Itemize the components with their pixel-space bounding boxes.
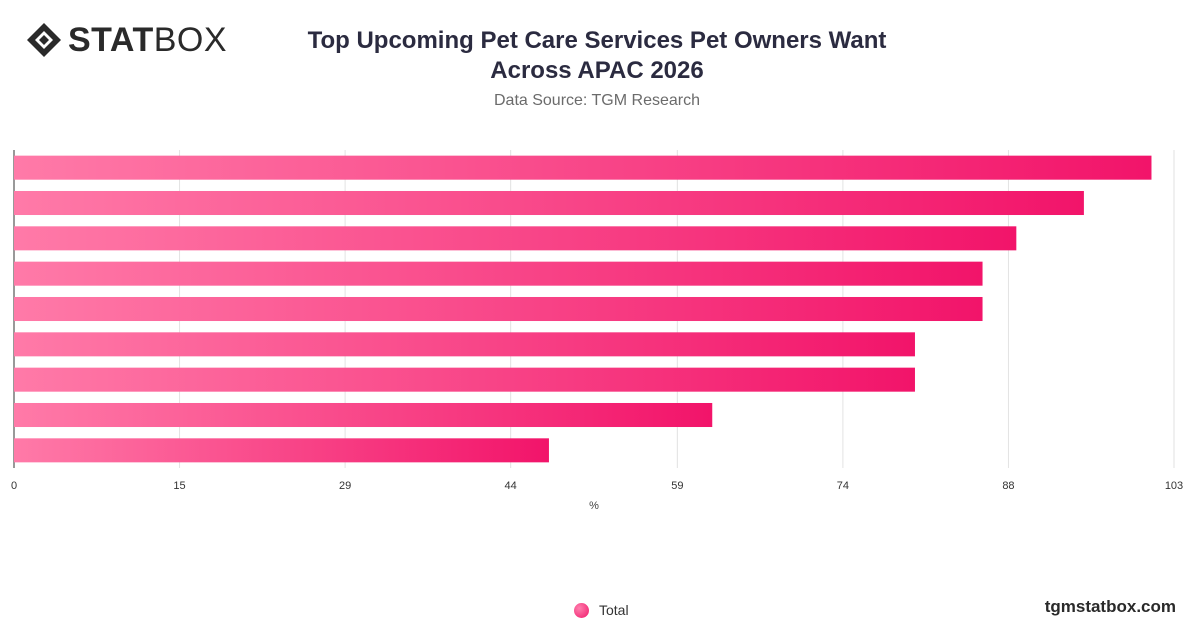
chart-subtitle: Data Source: TGM Research [493, 92, 700, 109]
bar-5[interactable] [14, 296, 983, 322]
logo-bold-text: STAT [68, 21, 154, 59]
x-tick-label: 15 [173, 480, 185, 492]
bar-7[interactable] [14, 367, 915, 392]
chart-legend[interactable]: Total [574, 602, 629, 618]
x-tick-label: 44 [505, 480, 517, 492]
diamond-logo-icon [27, 23, 61, 57]
x-tick-label: 29 [339, 480, 351, 492]
x-axis: 0 15 29 44 59 74 88 103 [11, 480, 1183, 492]
chart-title: Top Upcoming Pet Care Services Pet Owner… [307, 27, 887, 84]
x-tick-label: 74 [837, 480, 849, 492]
logo-wordmark: STATBOX [68, 23, 227, 57]
x-axis-label: % [589, 500, 599, 512]
x-tick-label: 88 [1002, 480, 1014, 492]
legend-label: Total [599, 602, 629, 618]
statbox-logo: STATBOX [26, 22, 227, 58]
logo-light-text: BOX [153, 21, 228, 59]
bar-3[interactable] [14, 226, 1017, 251]
bar-9[interactable] [14, 438, 549, 463]
bar-4[interactable] [14, 261, 983, 286]
x-tick-label: 0 [11, 480, 17, 492]
legend-marker [574, 602, 589, 618]
bar-2[interactable] [14, 190, 1084, 216]
brand-url: tgmstatbox.com [1044, 597, 1176, 616]
x-tick-label: 59 [671, 480, 683, 492]
x-tick-label: 103 [1165, 480, 1183, 492]
bar-8[interactable] [14, 402, 713, 428]
bar-1[interactable] [14, 155, 1152, 180]
bars [14, 155, 1152, 463]
bar-6[interactable] [14, 332, 915, 357]
